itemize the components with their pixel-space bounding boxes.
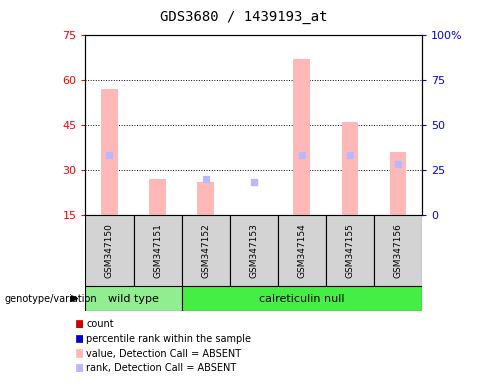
Text: GSM347150: GSM347150 xyxy=(105,223,114,278)
Text: GSM347153: GSM347153 xyxy=(249,223,258,278)
Bar xyxy=(101,89,118,215)
Text: calreticulin null: calreticulin null xyxy=(259,293,345,304)
Text: count: count xyxy=(86,319,114,329)
Bar xyxy=(182,215,230,286)
Text: GSM347151: GSM347151 xyxy=(153,223,162,278)
Bar xyxy=(149,179,166,215)
Bar xyxy=(278,215,326,286)
Text: percentile rank within the sample: percentile rank within the sample xyxy=(86,334,251,344)
Bar xyxy=(293,59,310,215)
Text: wild type: wild type xyxy=(108,293,159,304)
Bar xyxy=(85,215,134,286)
Bar xyxy=(389,152,407,215)
Bar xyxy=(85,286,182,311)
Text: rank, Detection Call = ABSENT: rank, Detection Call = ABSENT xyxy=(86,363,237,373)
Text: value, Detection Call = ABSENT: value, Detection Call = ABSENT xyxy=(86,349,242,359)
Bar xyxy=(326,215,374,286)
Bar xyxy=(342,122,358,215)
Text: GSM347156: GSM347156 xyxy=(393,223,403,278)
Bar xyxy=(374,215,422,286)
Text: GSM347152: GSM347152 xyxy=(201,223,210,278)
Text: genotype/variation: genotype/variation xyxy=(5,293,98,304)
Bar xyxy=(134,215,182,286)
Text: GDS3680 / 1439193_at: GDS3680 / 1439193_at xyxy=(160,10,328,23)
Bar xyxy=(197,182,214,215)
Bar xyxy=(230,215,278,286)
Bar xyxy=(182,286,422,311)
Text: GSM347154: GSM347154 xyxy=(297,223,306,278)
Text: GSM347155: GSM347155 xyxy=(346,223,354,278)
